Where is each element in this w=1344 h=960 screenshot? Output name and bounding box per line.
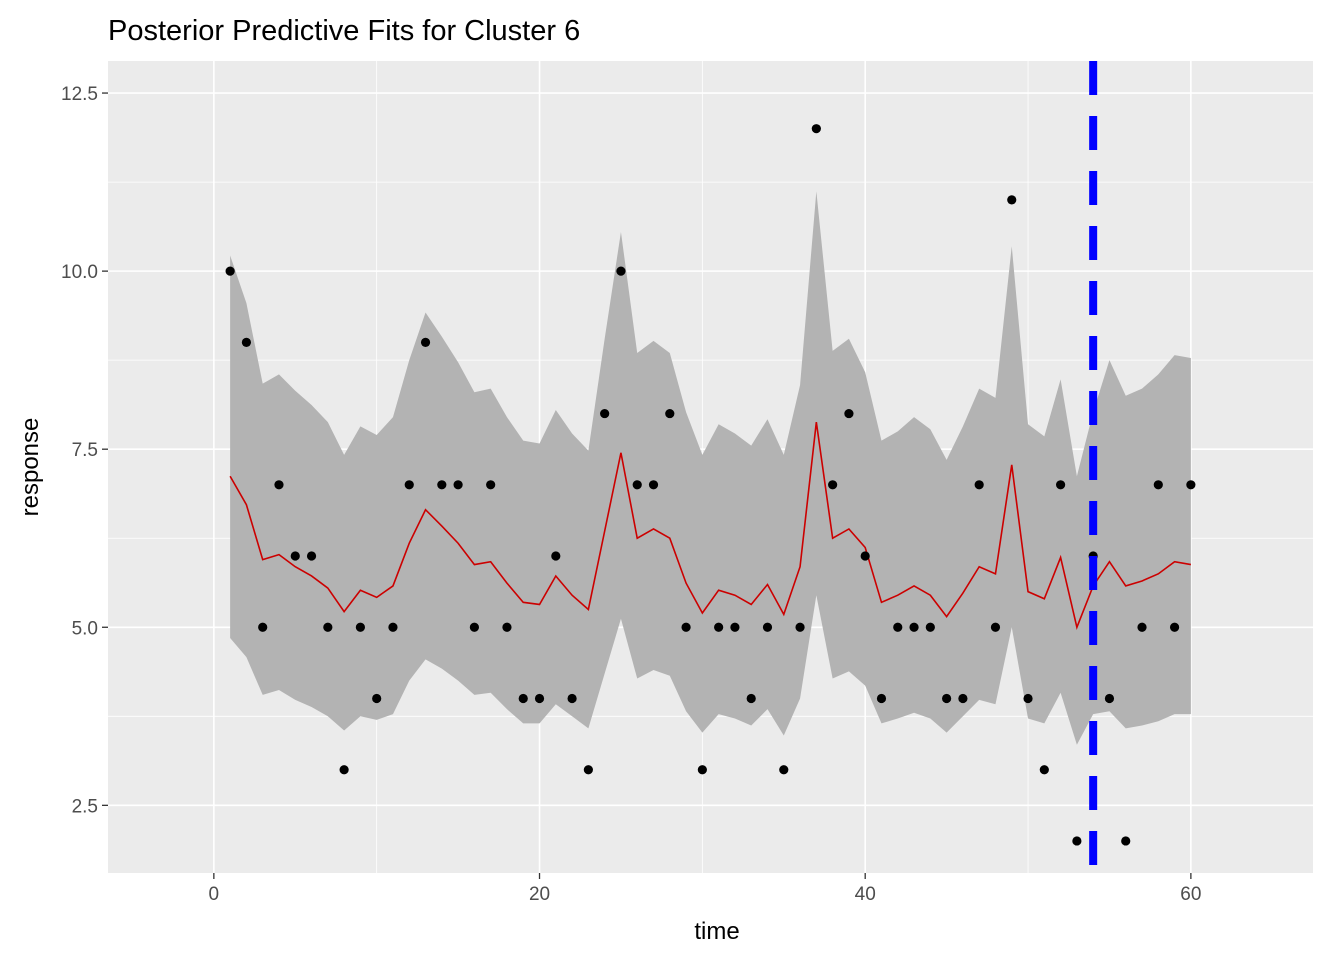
data-point (372, 693, 382, 704)
data-point (795, 622, 805, 632)
data-point (323, 622, 333, 632)
data-point (779, 765, 789, 775)
chart-title: Posterior Predictive Fits for Cluster 6 (108, 15, 580, 47)
data-point (1007, 195, 1017, 205)
data-point (486, 480, 496, 490)
data-point (453, 480, 463, 490)
x-tick-label: 20 (529, 884, 550, 905)
data-point (355, 622, 365, 632)
x-tick-label: 0 (209, 884, 220, 905)
data-point (648, 480, 659, 490)
data-point (404, 480, 414, 490)
y-axis: 2.5 5.0 7.5 10.0 12.5 (61, 84, 108, 817)
data-point (876, 693, 887, 704)
data-point (893, 622, 903, 632)
data-point (258, 622, 268, 632)
data-point (730, 622, 740, 632)
data-point (534, 693, 545, 704)
observed-points (225, 124, 1196, 846)
data-point (681, 622, 691, 632)
x-axis-title: time (694, 918, 739, 945)
y-tick-label: 7.5 (72, 440, 98, 461)
data-point (518, 693, 528, 704)
x-tick-label: 40 (855, 884, 876, 905)
data-point (551, 551, 561, 561)
data-point (665, 408, 675, 419)
data-point (1039, 765, 1049, 775)
data-point (225, 266, 235, 276)
data-point (1104, 693, 1115, 704)
credible-band (230, 191, 1191, 745)
data-point (1056, 480, 1066, 490)
data-point (274, 480, 284, 490)
data-point (942, 693, 952, 704)
data-point (1121, 836, 1131, 846)
data-point (469, 622, 479, 632)
data-point (306, 551, 317, 561)
data-point (1169, 622, 1180, 632)
posterior-fit-line (229, 422, 1192, 630)
data-point (502, 622, 512, 632)
x-axis: 0 20 40 60 (209, 873, 1201, 905)
data-point (697, 765, 707, 775)
data-point (990, 622, 1001, 632)
y-tick-label: 10.0 (61, 262, 98, 283)
data-point (1072, 836, 1082, 846)
data-point (1023, 693, 1033, 704)
y-tick-label: 2.5 (72, 796, 98, 817)
data-point (420, 337, 431, 347)
data-point (583, 765, 593, 775)
data-point (616, 266, 626, 276)
data-point (1186, 480, 1196, 490)
data-point (909, 622, 919, 632)
data-point (925, 622, 935, 632)
data-point (974, 480, 984, 490)
data-point (860, 551, 870, 561)
data-point (828, 480, 838, 490)
data-point (600, 408, 610, 419)
data-point (339, 765, 349, 775)
data-point (388, 622, 398, 632)
data-point (241, 337, 252, 347)
y-tick-label: 12.5 (61, 84, 98, 105)
y-tick-label: 5.0 (72, 618, 98, 639)
data-point (958, 693, 968, 704)
data-point (632, 480, 642, 490)
data-point (1153, 480, 1163, 490)
data-point (567, 693, 577, 704)
data-point (714, 622, 724, 632)
data-point (811, 124, 821, 134)
data-point (437, 480, 447, 490)
data-point (746, 693, 756, 704)
y-axis-title: response (17, 418, 44, 517)
data-point (762, 622, 773, 632)
data-point (290, 551, 300, 561)
data-point (1137, 622, 1147, 632)
data-point (844, 408, 854, 419)
x-tick-label: 60 (1180, 884, 1201, 905)
